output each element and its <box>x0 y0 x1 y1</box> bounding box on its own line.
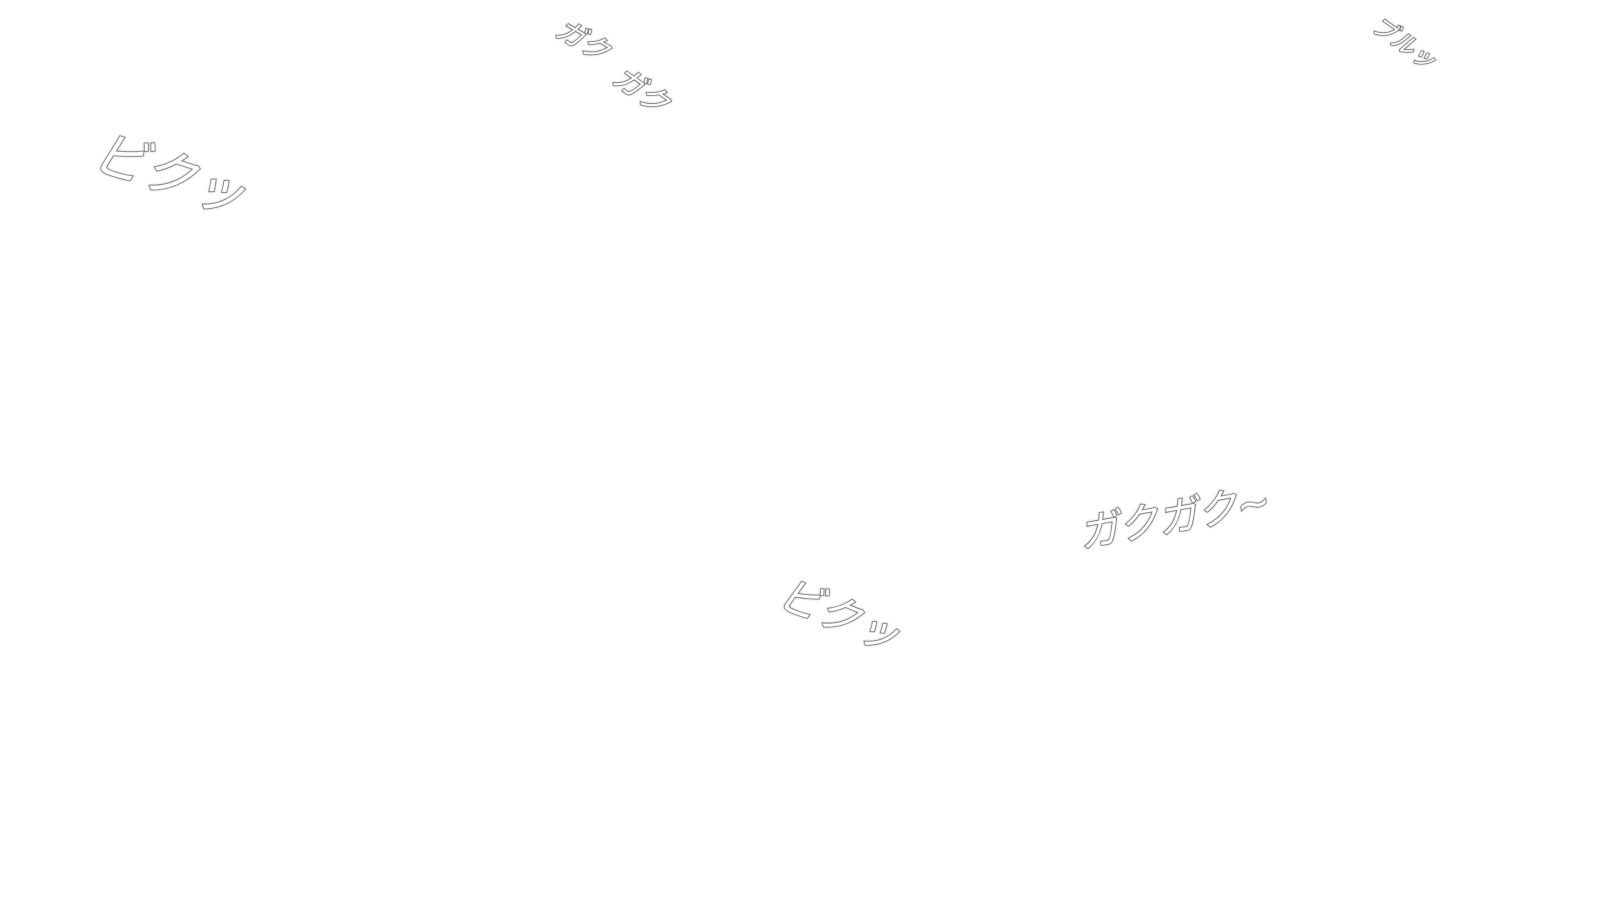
background <box>0 0 1600 900</box>
canvas: ビクッ ガク ガク ブルッ ビクッ ガクガク~ <box>0 0 1600 900</box>
